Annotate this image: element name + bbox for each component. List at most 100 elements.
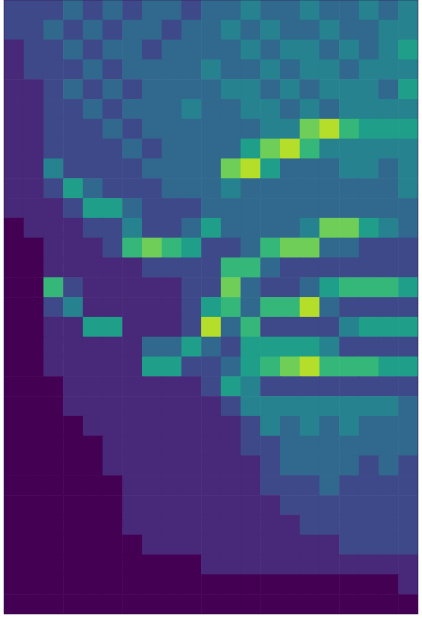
heat-cell — [280, 376, 300, 396]
heat-cell — [4, 317, 24, 337]
heat-cell — [24, 317, 44, 337]
heat-cell — [122, 238, 142, 258]
heat-cell — [260, 555, 280, 575]
cells — [4, 0, 418, 614]
heat-cell — [201, 297, 221, 317]
heat-cell — [43, 178, 63, 198]
heat-cell — [260, 495, 280, 515]
heat-cell — [24, 594, 44, 614]
heat-cell — [63, 178, 83, 198]
heat-cell — [300, 456, 320, 476]
heat-cell — [339, 337, 359, 357]
heat-cell — [162, 198, 182, 218]
heat-cell — [103, 238, 123, 258]
heat-cell — [162, 59, 182, 79]
heat-cell — [122, 0, 142, 20]
heat-cell — [359, 158, 379, 178]
heat-cell — [241, 297, 261, 317]
heat-cell — [43, 594, 63, 614]
heat-cell — [260, 515, 280, 535]
heat-cell — [300, 495, 320, 515]
heat-cell — [122, 218, 142, 238]
heat-cell — [63, 99, 83, 119]
heat-cell — [201, 574, 221, 594]
heat-cell — [280, 238, 300, 258]
heat-cell — [359, 40, 379, 60]
heat-cell — [122, 40, 142, 60]
heat-cell — [260, 59, 280, 79]
heat-cell — [4, 337, 24, 357]
heat-cell — [63, 495, 83, 515]
heat-cell — [398, 515, 418, 535]
heat-cell — [398, 475, 418, 495]
heat-cell — [319, 238, 339, 258]
heat-cell — [162, 20, 182, 40]
heat-cell — [241, 119, 261, 139]
heat-cell — [4, 99, 24, 119]
heat-cell — [63, 515, 83, 535]
heat-cell — [260, 456, 280, 476]
heat-cell — [24, 119, 44, 139]
heat-cell — [260, 257, 280, 277]
heat-cell — [43, 0, 63, 20]
heat-cell — [300, 158, 320, 178]
heat-cell — [142, 257, 162, 277]
heat-cell — [181, 139, 201, 159]
heat-cell — [221, 317, 241, 337]
heat-cell — [221, 20, 241, 40]
heat-cell — [142, 40, 162, 60]
heat-cell — [201, 436, 221, 456]
heat-cell — [379, 475, 399, 495]
heat-cell — [142, 99, 162, 119]
heat-cell — [398, 218, 418, 238]
heat-cell — [319, 495, 339, 515]
heat-cell — [300, 139, 320, 159]
heat-cell — [300, 535, 320, 555]
heat-cell — [241, 158, 261, 178]
heat-cell — [398, 40, 418, 60]
heat-cell — [300, 198, 320, 218]
heat-cell — [241, 99, 261, 119]
heat-cell — [379, 79, 399, 99]
heat-cell — [162, 416, 182, 436]
heat-cell — [162, 594, 182, 614]
heat-cell — [43, 376, 63, 396]
heat-cell — [181, 317, 201, 337]
heat-cell — [24, 0, 44, 20]
heat-cell — [122, 436, 142, 456]
heat-cell — [379, 436, 399, 456]
heat-cell — [43, 40, 63, 60]
heat-cell — [300, 59, 320, 79]
heat-cell — [319, 574, 339, 594]
heat-cell — [162, 238, 182, 258]
heat-cell — [319, 178, 339, 198]
heat-cell — [103, 218, 123, 238]
heat-cell — [43, 416, 63, 436]
heat-cell — [162, 555, 182, 575]
heat-cell — [221, 456, 241, 476]
heat-cell — [24, 40, 44, 60]
heat-cell — [201, 376, 221, 396]
heat-cell — [280, 277, 300, 297]
heat-cell — [221, 158, 241, 178]
heat-cell — [319, 297, 339, 317]
heat-cell — [142, 0, 162, 20]
heat-cell — [398, 337, 418, 357]
heat-cell — [122, 297, 142, 317]
heat-cell — [83, 198, 103, 218]
heat-cell — [142, 574, 162, 594]
heat-cell — [241, 20, 261, 40]
heat-cell — [260, 238, 280, 258]
heat-cell — [83, 317, 103, 337]
heat-cell — [398, 495, 418, 515]
heat-cell — [260, 594, 280, 614]
heat-cell — [280, 0, 300, 20]
heat-cell — [280, 99, 300, 119]
heat-cell — [201, 456, 221, 476]
heat-cell — [24, 178, 44, 198]
heat-cell — [201, 59, 221, 79]
heat-cell — [379, 59, 399, 79]
heat-cell — [4, 396, 24, 416]
heat-cell — [260, 0, 280, 20]
heat-cell — [280, 178, 300, 198]
